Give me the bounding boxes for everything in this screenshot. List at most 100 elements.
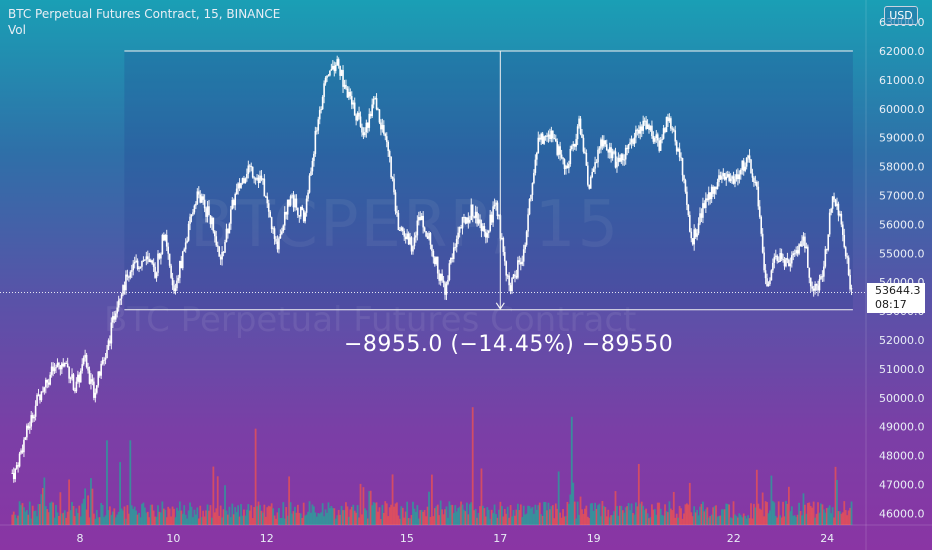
- candle-body: [164, 234, 167, 241]
- candle-body: [814, 284, 816, 291]
- volume-bar: [439, 500, 442, 525]
- candle-body: [706, 198, 709, 201]
- volume-bar: [651, 504, 653, 525]
- volume-bar: [28, 501, 31, 525]
- candle-body: [416, 220, 419, 236]
- candle-body: [40, 391, 43, 401]
- volume-bar: [769, 510, 771, 525]
- volume-bar: [20, 505, 22, 525]
- candle-body: [234, 194, 237, 206]
- candle-body: [646, 124, 649, 130]
- volume-bar: [186, 518, 189, 525]
- volume-bar: [734, 514, 736, 525]
- candle-body: [496, 202, 499, 217]
- volume-bar: [779, 515, 782, 525]
- volume-bar: [117, 511, 120, 525]
- volume-bar: [643, 510, 646, 525]
- candle-body: [521, 261, 524, 265]
- volume-bar: [356, 505, 359, 525]
- candle-body: [308, 175, 311, 193]
- volume-bar: [757, 503, 760, 525]
- volume-bar: [661, 515, 664, 525]
- volume-bar: [92, 513, 95, 525]
- volume-bar: [544, 502, 547, 525]
- candle-body: [479, 219, 481, 224]
- candle-body: [486, 233, 489, 238]
- candle-body: [464, 217, 467, 224]
- candle-body: [385, 136, 388, 142]
- candle-body: [518, 260, 521, 263]
- volume-bar: [359, 483, 362, 525]
- candle-body: [117, 300, 120, 308]
- candle-body: [415, 235, 417, 238]
- volume-bar: [634, 502, 637, 525]
- candle-body: [95, 385, 98, 393]
- volume-bar: [55, 504, 57, 525]
- candle-body: [570, 146, 573, 149]
- candle-body: [79, 370, 82, 383]
- volume-bar: [414, 511, 417, 525]
- candle-body: [747, 155, 749, 158]
- candle-body: [69, 378, 72, 380]
- currency-button[interactable]: USD: [884, 6, 918, 25]
- volume-bar: [592, 510, 595, 525]
- candle-body: [82, 357, 85, 365]
- candle-body: [58, 362, 60, 366]
- volume-bar: [143, 507, 146, 525]
- candle-body: [246, 173, 248, 179]
- time-tick-label: 17: [493, 532, 507, 545]
- volume-bar: [127, 513, 130, 525]
- volume-bar: [551, 505, 554, 525]
- candle-body: [608, 147, 611, 153]
- volume-bar: [310, 512, 312, 525]
- candle-body: [224, 242, 226, 253]
- candle-body: [275, 238, 277, 242]
- volume-bar: [377, 511, 379, 525]
- candle-body: [740, 169, 742, 175]
- candle-body: [680, 157, 682, 159]
- volume-bar: [362, 487, 365, 525]
- candle-body: [544, 135, 547, 137]
- legend-volume[interactable]: Vol: [8, 23, 26, 37]
- volume-bar: [197, 518, 200, 525]
- candle-body: [383, 125, 385, 134]
- volume-bar: [286, 515, 289, 525]
- volume-bar: [607, 509, 610, 525]
- volume-bar: [330, 505, 333, 525]
- volume-bar: [747, 515, 749, 525]
- volume-bar: [279, 517, 282, 525]
- candle-body: [345, 84, 347, 89]
- volume-bar: [496, 517, 499, 525]
- price-tick-label: 58000.0: [879, 161, 925, 174]
- volume-bar: [559, 512, 562, 525]
- volume-bar: [694, 512, 697, 525]
- volume-bar: [847, 510, 850, 525]
- volume-bar: [355, 512, 358, 525]
- candle-body: [844, 247, 847, 257]
- volume-bar: [403, 517, 406, 525]
- volume-bar: [627, 503, 630, 525]
- volume-bar: [444, 509, 446, 525]
- volume-bar: [581, 509, 583, 525]
- candle-body: [530, 194, 532, 199]
- legend-title[interactable]: BTC Perpetual Futures Contract, 15, BINA…: [8, 7, 281, 21]
- candle-body: [203, 199, 206, 209]
- volume-bar: [138, 512, 140, 525]
- candle-body: [805, 246, 808, 249]
- candle-body: [291, 195, 293, 197]
- volume-bar: [145, 512, 148, 525]
- volume-bar: [257, 501, 260, 525]
- candle-body: [139, 266, 142, 268]
- volume-bar: [296, 504, 299, 525]
- volume-bar: [269, 506, 272, 525]
- volume-bar: [347, 516, 350, 525]
- volume-bar: [190, 506, 193, 525]
- candle-body: [297, 207, 299, 216]
- candle-body: [24, 437, 27, 440]
- candle-body: [792, 253, 795, 256]
- candle-body: [257, 177, 260, 184]
- volume-bar: [815, 513, 818, 525]
- volume-bar: [824, 512, 827, 525]
